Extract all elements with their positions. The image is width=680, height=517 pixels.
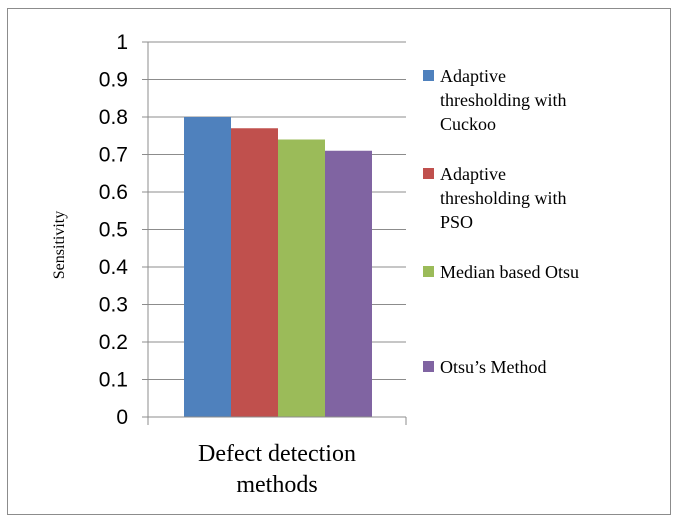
x-category-label: Defect detection methods [198, 441, 356, 498]
legend-label: thresholding with [440, 90, 567, 110]
y-tick-labels: 0 0.1 0.2 0.3 0.4 0.5 0.6 0.7 0.8 0.9 1 [99, 31, 129, 429]
legend-label: PSO [440, 212, 473, 232]
legend-swatch [423, 361, 434, 372]
legend-swatch [423, 70, 434, 81]
legend-swatch [423, 266, 434, 277]
y-tick-label: 0.7 [99, 144, 128, 167]
legend-label: Adaptive [440, 164, 506, 184]
legend-label: Otsu’s Method [440, 357, 547, 377]
bar [278, 139, 325, 417]
legend-swatch [423, 168, 434, 179]
y-tick-label: 0.9 [99, 69, 128, 92]
legend-label: Adaptive [440, 66, 506, 86]
bar [325, 150, 372, 417]
y-tick-label: 0.4 [99, 256, 129, 279]
y-axis-title: Sensitivity [51, 211, 68, 279]
y-tick-label: 0.3 [99, 294, 128, 317]
legend-label: thresholding with [440, 188, 567, 208]
bar [231, 128, 278, 417]
y-tick-label: 0.8 [99, 106, 128, 129]
legend-label: Cuckoo [440, 114, 496, 134]
x-category-label-line: methods [236, 472, 317, 498]
y-tick-label: 0.2 [99, 331, 128, 354]
legend-label: Median based Otsu [440, 262, 579, 282]
y-tick-label: 0.5 [99, 219, 128, 242]
bar [184, 117, 231, 417]
y-tick-label: 0 [116, 406, 128, 429]
legend: Adaptive thresholding with Cuckoo Adaptive t… [423, 66, 579, 377]
y-tick-label: 1 [116, 31, 128, 54]
bars [184, 117, 372, 417]
axes [142, 42, 407, 425]
x-category-label-line: Defect detection [198, 441, 356, 467]
y-tick-label: 0.6 [99, 181, 128, 204]
y-tick-label: 0.1 [99, 369, 128, 392]
